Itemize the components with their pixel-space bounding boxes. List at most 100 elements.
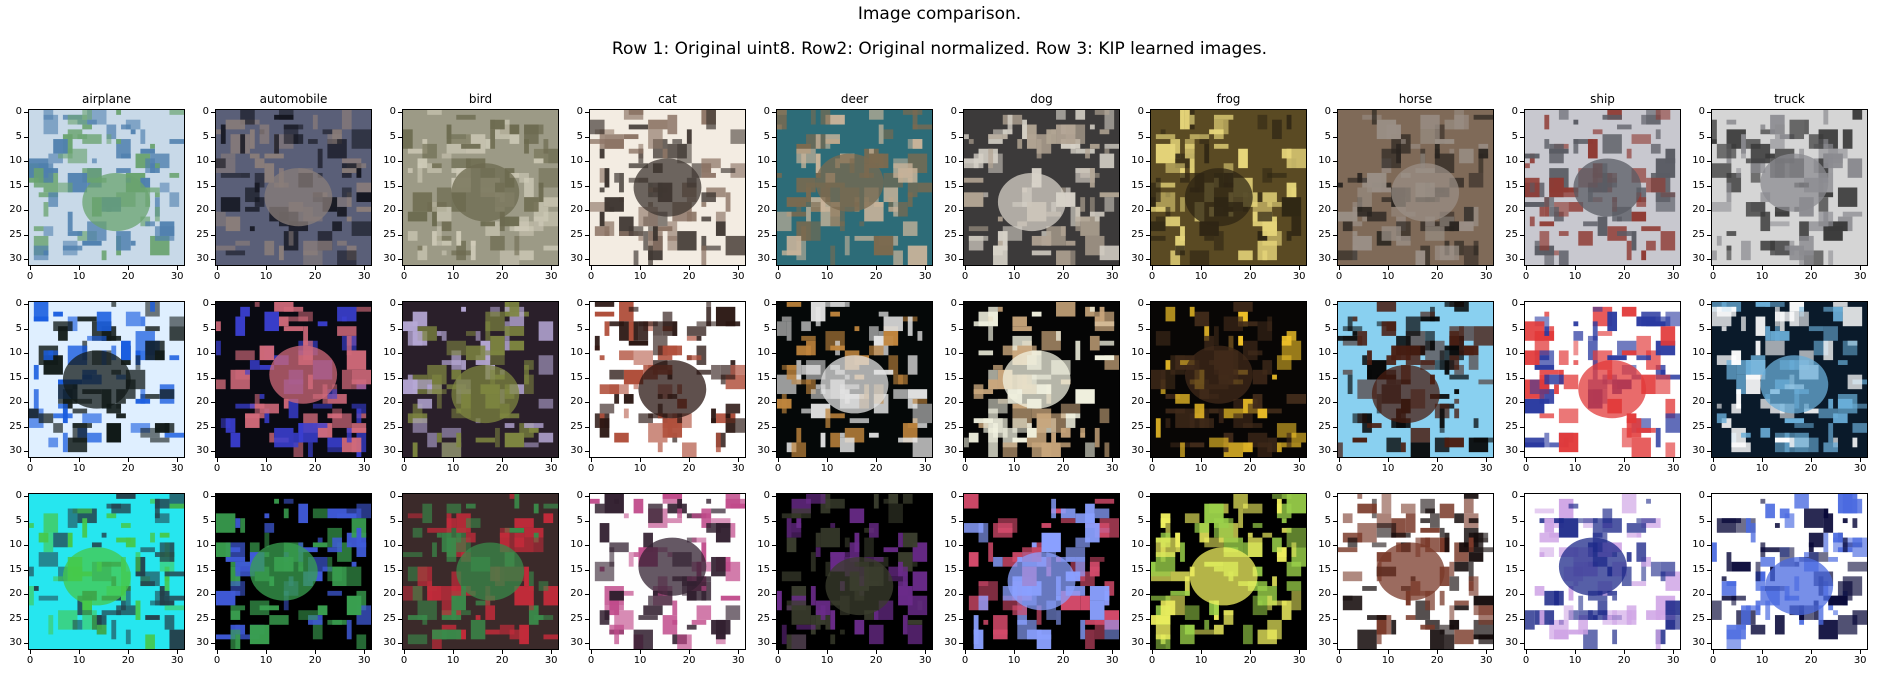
y-tick-label: 5 (752, 323, 776, 334)
x-tick-label: 10 (1752, 266, 1772, 282)
x-tick-label: 10 (1191, 458, 1211, 474)
y-tick-label: 30 (378, 253, 402, 264)
image-panel-dog-original-normalized (963, 301, 1120, 458)
y-tick-label: 10 (565, 539, 589, 550)
x-tick-label: 30 (915, 650, 935, 666)
y-tick-label: 15 (4, 564, 28, 575)
y-tick-label: 0 (378, 298, 402, 309)
x-tick-label: 0 (20, 650, 40, 666)
y-tick-label: 15 (1500, 180, 1524, 191)
y-tick-label: 30 (565, 445, 589, 456)
x-tick-label: 20 (118, 650, 138, 666)
x-tick-label: 0 (581, 650, 601, 666)
x-tick-label: 0 (955, 458, 975, 474)
x-tick-label: 0 (1329, 266, 1349, 282)
image-panel-dog-kip-learned (963, 493, 1120, 650)
y-tick-label: 5 (378, 515, 402, 526)
image-panel-automobile-kip-learned (215, 493, 372, 650)
y-tick-label: 10 (1687, 347, 1711, 358)
y-tick-label: 25 (565, 229, 589, 240)
column-title-truck: truck (1774, 92, 1805, 106)
x-tick-label: 30 (354, 266, 374, 282)
image-panel-frog-original-normalized (1150, 301, 1307, 458)
x-tick-label: 20 (679, 650, 699, 666)
y-tick-label: 30 (1313, 253, 1337, 264)
y-tick-label: 25 (4, 421, 28, 432)
x-tick-label: 30 (1289, 650, 1309, 666)
x-tick-label: 20 (1240, 458, 1260, 474)
y-tick-label: 30 (752, 253, 776, 264)
image-panel-bird-kip-learned (402, 493, 559, 650)
x-tick-label: 0 (581, 458, 601, 474)
column-title-airplane: airplane (82, 92, 131, 106)
y-tick-label: 0 (378, 490, 402, 501)
y-tick-label: 15 (1500, 372, 1524, 383)
x-tick-label: 10 (1752, 458, 1772, 474)
x-tick-label: 0 (955, 650, 975, 666)
y-tick-label: 5 (1126, 131, 1150, 142)
y-tick-label: 15 (191, 180, 215, 191)
x-tick-label: 30 (167, 266, 187, 282)
y-tick-label: 5 (378, 323, 402, 334)
y-tick-label: 10 (1500, 347, 1524, 358)
y-tick-label: 25 (752, 229, 776, 240)
x-tick-label: 20 (1427, 650, 1447, 666)
y-tick-label: 30 (4, 445, 28, 456)
image-panel-frog-original-uint8 (1150, 109, 1307, 266)
y-tick-label: 25 (1687, 613, 1711, 624)
x-tick-label: 10 (69, 458, 89, 474)
image-panel-cat-original-uint8 (589, 109, 746, 266)
x-tick-label: 30 (541, 650, 561, 666)
y-tick-label: 25 (1687, 229, 1711, 240)
y-tick-label: 30 (1126, 253, 1150, 264)
x-tick-label: 20 (1801, 458, 1821, 474)
x-tick-label: 20 (118, 458, 138, 474)
y-tick-label: 10 (4, 347, 28, 358)
y-tick-label: 10 (939, 155, 963, 166)
y-tick-label: 0 (1313, 106, 1337, 117)
x-tick-label: 10 (1378, 266, 1398, 282)
y-tick-label: 15 (1687, 372, 1711, 383)
column-title-ship: ship (1590, 92, 1615, 106)
image-panel-truck-kip-learned (1711, 493, 1868, 650)
x-tick-label: 20 (305, 266, 325, 282)
y-tick-label: 5 (939, 323, 963, 334)
y-tick-label: 15 (565, 180, 589, 191)
column-title-deer: deer (840, 92, 869, 106)
y-tick-label: 30 (1500, 637, 1524, 648)
y-tick-label: 25 (191, 613, 215, 624)
x-tick-label: 30 (1476, 458, 1496, 474)
y-tick-label: 10 (378, 347, 402, 358)
x-tick-label: 10 (1565, 650, 1585, 666)
y-tick-label: 25 (752, 421, 776, 432)
x-tick-label: 20 (679, 458, 699, 474)
x-tick-label: 0 (768, 266, 788, 282)
x-tick-label: 10 (1378, 458, 1398, 474)
y-tick-label: 15 (378, 564, 402, 575)
image-panel-frog-kip-learned (1150, 493, 1307, 650)
y-tick-label: 25 (1313, 613, 1337, 624)
y-tick-label: 15 (565, 372, 589, 383)
y-tick-label: 10 (378, 539, 402, 550)
y-tick-label: 30 (1500, 445, 1524, 456)
x-tick-label: 10 (443, 458, 463, 474)
y-tick-label: 30 (191, 253, 215, 264)
y-tick-label: 25 (939, 229, 963, 240)
y-tick-label: 25 (1126, 613, 1150, 624)
x-tick-label: 10 (1565, 458, 1585, 474)
x-tick-label: 20 (1053, 650, 1073, 666)
y-tick-label: 15 (378, 180, 402, 191)
y-tick-label: 5 (565, 515, 589, 526)
x-tick-label: 0 (581, 266, 601, 282)
y-tick-label: 0 (1500, 490, 1524, 501)
image-panel-airplane-kip-learned (28, 493, 185, 650)
y-tick-label: 30 (1126, 445, 1150, 456)
y-tick-label: 10 (1687, 155, 1711, 166)
y-tick-label: 25 (4, 613, 28, 624)
y-tick-label: 5 (378, 131, 402, 142)
x-tick-label: 0 (20, 266, 40, 282)
x-tick-label: 20 (1053, 458, 1073, 474)
x-tick-label: 10 (1191, 650, 1211, 666)
y-tick-label: 5 (191, 131, 215, 142)
y-tick-label: 5 (1126, 323, 1150, 334)
